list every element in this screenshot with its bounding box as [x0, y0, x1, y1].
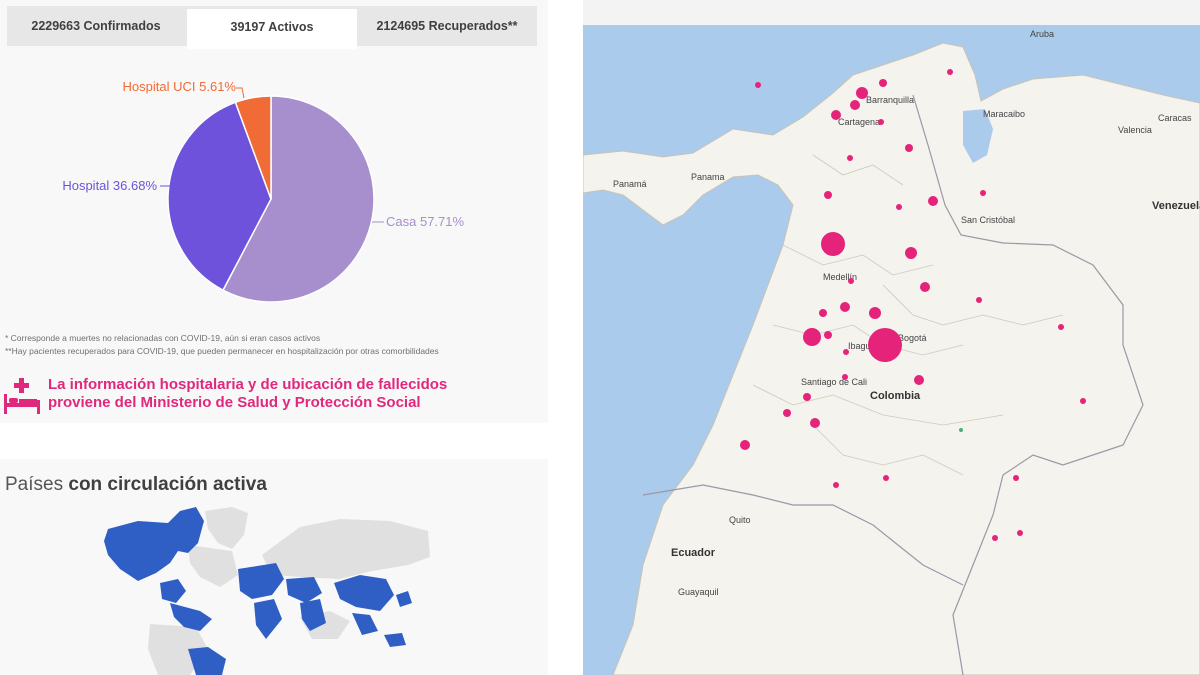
case-bubble[interactable] [821, 232, 845, 256]
notice-line-1: La información hospitalaria y de ubicaci… [48, 376, 448, 393]
case-bubble[interactable] [992, 535, 998, 541]
case-bubble[interactable] [947, 69, 953, 75]
city-medellin: Medellín [823, 272, 857, 282]
pie-slice-uci[interactable] [234, 95, 272, 200]
inactive-countries [148, 507, 430, 675]
pie-label-uci-leader [236, 87, 245, 99]
case-bubble[interactable] [847, 155, 853, 161]
case-bubble[interactable] [869, 307, 881, 319]
case-bubble[interactable] [850, 100, 860, 110]
case-bubble[interactable] [740, 440, 750, 450]
case-bubble[interactable] [843, 349, 849, 355]
notice-text: La información hospitalaria y de ubicaci… [48, 376, 447, 412]
case-tabs: 2229663 Confirmados 39197 Activos 212469… [7, 6, 537, 49]
case-bubble[interactable] [905, 247, 917, 259]
case-bubble[interactable] [920, 282, 930, 292]
world-map[interactable] [0, 499, 548, 675]
case-bubble[interactable] [819, 309, 827, 317]
pie-slice-casa[interactable] [222, 95, 375, 303]
case-bubble[interactable] [831, 110, 841, 120]
case-bubble[interactable] [833, 482, 839, 488]
case-bubble[interactable] [928, 196, 938, 206]
city-valencia: Valencia [1118, 125, 1152, 135]
countries-card: Países con circulación activa [0, 459, 548, 675]
pie-slice-hospital[interactable] [167, 101, 272, 292]
colombia-map[interactable]: Aruba Barranquilla Cartagena Maracaibo C… [583, 25, 1200, 675]
country-colombia: Colombia [870, 390, 921, 402]
case-bubbles[interactable] [740, 69, 1086, 541]
city-san-cristobal: San Cristóbal [961, 215, 1015, 225]
city-cali: Santiago de Cali [801, 377, 867, 387]
case-bubble[interactable] [1017, 530, 1023, 536]
countries-title: Países con circulación activa [5, 474, 267, 496]
case-bubble[interactable] [868, 328, 902, 362]
border-colombia-venezuela-brazil [912, 94, 1144, 675]
footnote-2: **Hay pacientes recuperados para COVID-1… [5, 346, 439, 356]
hospital-bed-icon [4, 378, 40, 414]
border-ecuador-peru [642, 484, 964, 586]
case-bubble[interactable] [824, 331, 832, 339]
country-venezuela: Venezuela [1152, 200, 1200, 212]
city-maracaibo: Maracaibo [983, 109, 1025, 119]
city-panama-2: Panama [691, 172, 725, 182]
case-bubble[interactable] [848, 278, 854, 284]
pie-chart: Casa 57.71% Hospital 36.68% Hospital UCI 5… [62, 79, 464, 303]
case-bubble[interactable] [905, 144, 913, 152]
lake-maracaibo [963, 109, 993, 163]
case-bubble[interactable] [980, 190, 986, 196]
case-bubble[interactable] [824, 191, 832, 199]
countries-title-bold: con circulación activa [68, 474, 267, 495]
case-bubble[interactable] [842, 374, 848, 380]
case-bubble[interactable] [1080, 398, 1086, 404]
city-ibague: Ibagué [848, 341, 876, 351]
case-bubble[interactable] [1013, 475, 1019, 481]
colombia-map-panel[interactable]: Aruba Barranquilla Cartagena Maracaibo C… [583, 0, 1200, 675]
case-bubble[interactable] [810, 418, 820, 428]
case-bubble[interactable] [878, 119, 884, 125]
footnote-1: * Corresponde a muertes no relacionadas … [5, 333, 321, 343]
case-bubble[interactable] [803, 328, 821, 346]
city-barranquilla: Barranquilla [866, 95, 914, 105]
city-quito: Quito [729, 515, 751, 525]
active-countries [104, 507, 412, 675]
city-panama-1: Panamá [613, 179, 647, 189]
map-dot-green [959, 428, 963, 432]
city-caracas: Caracas [1158, 113, 1192, 123]
case-bubble[interactable] [840, 302, 850, 312]
tab-activos[interactable]: 39197 Activos [187, 9, 357, 49]
pie-label-casa: Casa 57.71% [386, 214, 464, 229]
tab-confirmados[interactable]: 2229663 Confirmados [31, 19, 161, 33]
case-bubble[interactable] [896, 204, 902, 210]
case-bubble[interactable] [1058, 324, 1064, 330]
country-ecuador: Ecuador [671, 547, 716, 559]
stats-card: 2229663 Confirmados 39197 Activos 212469… [0, 0, 548, 423]
city-aruba: Aruba [1030, 29, 1054, 39]
case-bubble[interactable] [783, 409, 791, 417]
city-bogota: Bogotá [898, 333, 927, 343]
case-bubble[interactable] [803, 393, 811, 401]
case-bubble[interactable] [856, 87, 868, 99]
hospital-info-notice: La información hospitalaria y de ubicaci… [2, 376, 546, 416]
notice-line-2: proviene del Ministerio de Salud y Prote… [48, 394, 421, 411]
case-bubble[interactable] [883, 475, 889, 481]
city-cartagena: Cartagena [838, 117, 880, 127]
case-bubble[interactable] [755, 82, 761, 88]
pie-label-uci: Hospital UCI 5.61% [123, 79, 237, 94]
pie-label-hospital: Hospital 36.68% [62, 178, 157, 193]
case-bubble[interactable] [914, 375, 924, 385]
countries-title-normal: Países [5, 474, 64, 495]
city-guayaquil: Guayaquil [678, 587, 719, 597]
case-bubble[interactable] [976, 297, 982, 303]
tab-recuperados[interactable]: 2124695 Recuperados** [376, 19, 518, 33]
case-bubble[interactable] [879, 79, 887, 87]
